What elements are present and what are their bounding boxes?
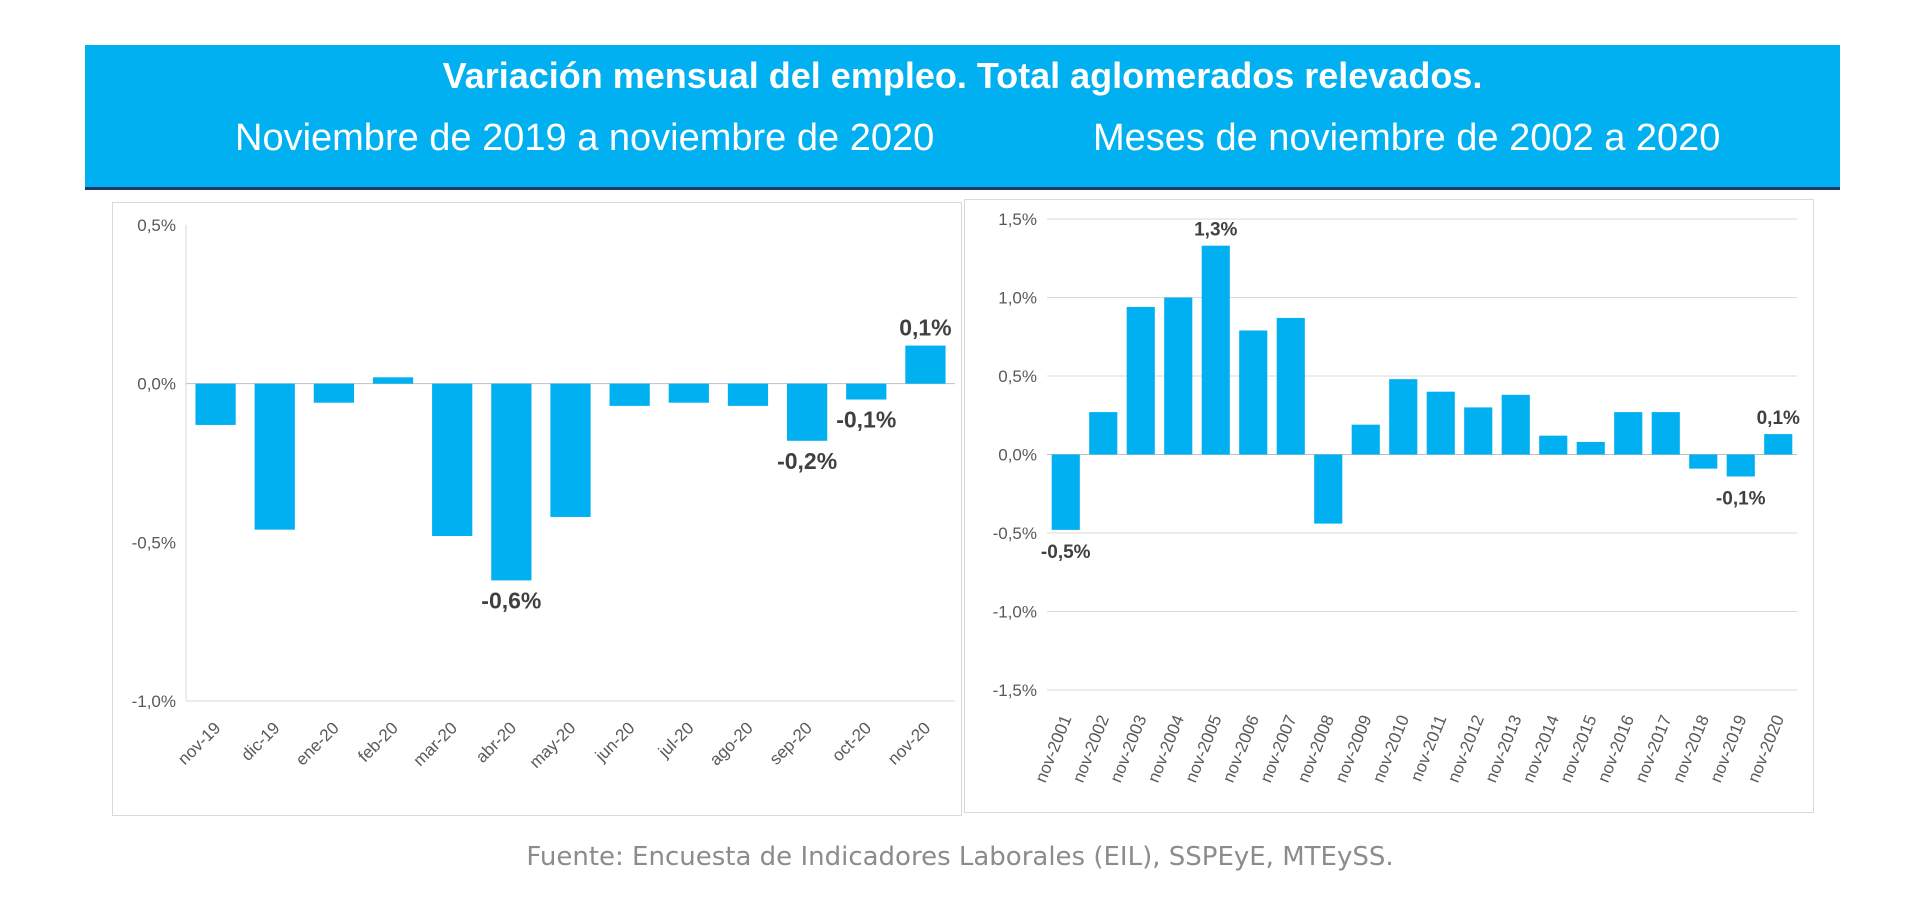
monthly-data-label: -0,1% <box>836 407 896 433</box>
november-bar <box>1051 454 1080 530</box>
monthly-data-label: 0,1% <box>899 315 951 341</box>
november-category-label: nov-2005 <box>1181 712 1225 785</box>
november-category-label: nov-2016 <box>1594 712 1638 785</box>
november-bar <box>1576 441 1605 455</box>
november-category-label: nov-2008 <box>1294 712 1338 785</box>
november-category-label: nov-2004 <box>1144 712 1188 785</box>
monthly-bar <box>727 383 769 406</box>
november-bar <box>1239 330 1268 455</box>
monthly-category-label: jun-20 <box>591 718 639 766</box>
right-chart-subtitle: Meses de noviembre de 2002 a 2020 <box>1093 117 1721 159</box>
november-bar <box>1089 412 1118 455</box>
monthly-category-label: feb-20 <box>354 718 402 766</box>
chart-title: Variación mensual del empleo. Total aglo… <box>442 55 1483 96</box>
monthly-category-label: oct-20 <box>828 718 875 765</box>
november-bar <box>1614 412 1643 455</box>
november-ytick-label: 0,5% <box>998 367 1037 386</box>
november-category-label: nov-2010 <box>1369 712 1413 785</box>
november-bar <box>1726 454 1755 477</box>
november-chart-panel: 1,5% 1,0% 0,5% 0,0% -0,5% -1,0% -1,5% nov-2001 n… <box>964 199 1814 813</box>
monthly-ytick-label: 0,5% <box>137 216 176 235</box>
november-data-label: 0,1% <box>1757 408 1800 429</box>
november-ytick-label: -0,5% <box>993 524 1037 543</box>
november-category-label: nov-2012 <box>1444 712 1488 785</box>
november-data-label: -0,1% <box>1716 488 1766 509</box>
november-bar <box>1539 435 1568 455</box>
monthly-bar <box>195 383 236 425</box>
november-bar <box>1351 424 1380 455</box>
november-data-label: 1,3% <box>1194 220 1237 241</box>
november-category-label: nov-2013 <box>1481 712 1525 785</box>
november-category-label: nov-2011 <box>1407 712 1451 784</box>
november-bar <box>1501 394 1530 455</box>
monthly-bar-chart: 0,5% 0,0% -0,5% -1,0% nov-19 dic-19 ene-20 feb-… <box>132 216 955 772</box>
november-category-label: nov-2020 <box>1744 712 1788 785</box>
november-ytick-label: 1,0% <box>998 289 1037 308</box>
monthly-category-label: nov-19 <box>174 718 224 768</box>
monthly-category-label: sep-20 <box>766 718 816 768</box>
monthly-category-label: abr-20 <box>472 718 520 766</box>
monthly-bar <box>432 383 473 536</box>
monthly-bar <box>491 383 532 581</box>
monthly-ytick-label: -0,5% <box>132 533 176 552</box>
november-category-label: nov-2006 <box>1219 712 1263 785</box>
november-ytick-label: 1,5% <box>998 210 1037 229</box>
monthly-bar <box>668 383 709 403</box>
chart-header-banner: Variación mensual del empleo. Total aglo… <box>85 45 1840 190</box>
monthly-category-label: dic-19 <box>237 718 283 764</box>
monthly-bar <box>846 383 887 400</box>
monthly-category-label: ago-20 <box>706 718 757 769</box>
november-category-label: nov-2019 <box>1706 712 1750 785</box>
november-ytick-label: -1,0% <box>993 603 1037 622</box>
november-bar <box>1164 297 1193 455</box>
monthly-ytick-label: -1,0% <box>132 692 176 711</box>
monthly-bar <box>787 383 828 441</box>
monthly-category-label: jul-20 <box>654 718 698 762</box>
monthly-category-label: mar-20 <box>410 718 462 770</box>
november-bar <box>1201 245 1230 455</box>
november-category-label: nov-2002 <box>1069 712 1113 785</box>
monthly-data-label: -0,6% <box>481 587 541 613</box>
november-category-label: nov-2017 <box>1631 712 1675 785</box>
november-bar <box>1276 317 1305 455</box>
monthly-bar <box>313 383 354 403</box>
november-bar <box>1314 454 1343 524</box>
november-bar <box>1651 412 1680 455</box>
left-chart-subtitle: Noviembre de 2019 a noviembre de 2020 <box>235 117 935 159</box>
november-bar <box>1426 391 1455 455</box>
november-bar <box>1764 434 1793 455</box>
november-bar-chart: 1,5%1,0%0,5%0,0%-0,5%-1,0%-1,5%nov-2001n… <box>993 210 1800 785</box>
monthly-bar <box>609 383 650 406</box>
monthly-bar <box>905 345 946 384</box>
source-note: Fuente: Encuesta de Indicadores Laborale… <box>526 842 1394 872</box>
november-bar <box>1126 306 1155 455</box>
november-bar <box>1389 379 1418 455</box>
monthly-bar <box>372 377 414 384</box>
november-category-label: nov-2003 <box>1106 712 1150 785</box>
monthly-data-label: -0,2% <box>777 448 837 474</box>
monthly-bar <box>254 383 295 530</box>
november-bar <box>1464 407 1493 455</box>
november-category-label: nov-2001 <box>1031 712 1075 785</box>
november-category-label: nov-2014 <box>1519 712 1563 785</box>
november-category-label: nov-2007 <box>1256 712 1300 785</box>
november-category-label: nov-2018 <box>1669 712 1713 785</box>
november-category-label: nov-2015 <box>1556 712 1600 785</box>
monthly-category-label: nov-20 <box>884 718 934 768</box>
november-ytick-label: 0,0% <box>998 446 1037 465</box>
monthly-ytick-label: 0,0% <box>137 375 176 394</box>
november-bar <box>1689 454 1718 469</box>
monthly-chart-panel: 0,5% 0,0% -0,5% -1,0% nov-19 dic-19 ene-20 feb-… <box>112 202 962 816</box>
monthly-category-label: ene-20 <box>292 718 343 769</box>
monthly-category-label: may-20 <box>526 718 580 772</box>
november-data-label: -0,5% <box>1041 542 1091 563</box>
november-ytick-label: -1,5% <box>993 681 1037 700</box>
november-category-label: nov-2009 <box>1331 712 1375 785</box>
monthly-bar <box>550 383 591 517</box>
